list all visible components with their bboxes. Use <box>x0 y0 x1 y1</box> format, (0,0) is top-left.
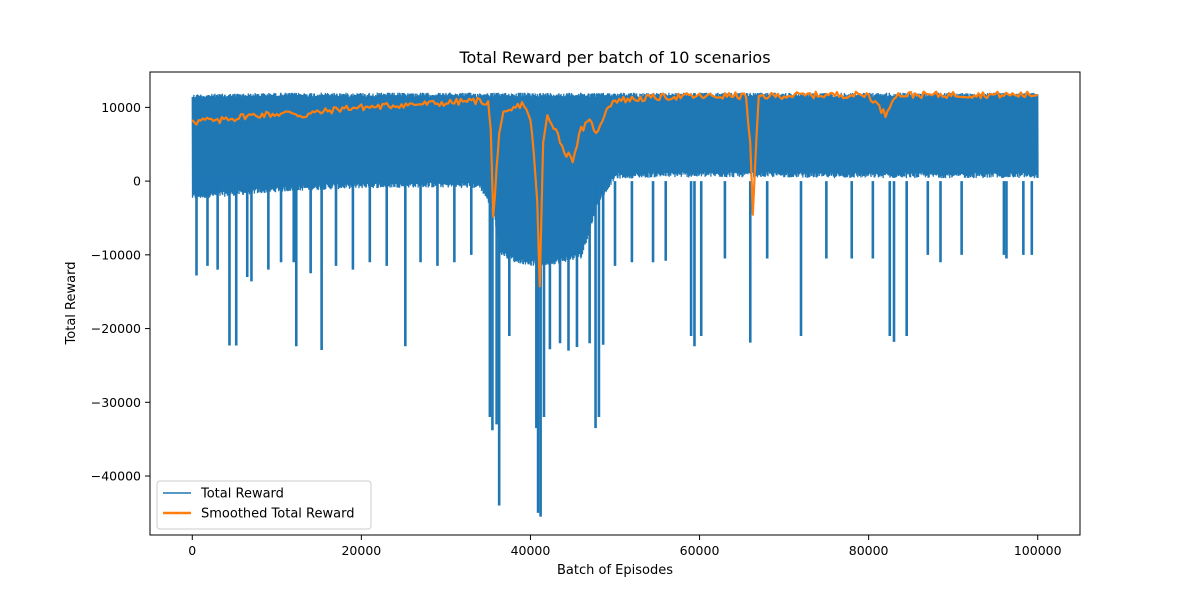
legend-label: Smoothed Total Reward <box>201 507 354 522</box>
y-tick-label: 0 <box>133 174 141 189</box>
series-total-reward <box>191 92 1039 517</box>
x-tick-label: 80000 <box>849 543 889 558</box>
x-axis-ticks: 0 20000 40000 60000 80000 100000 <box>188 535 1062 558</box>
x-axis-label: Batch of Episodes <box>557 563 673 578</box>
legend: Total Reward Smoothed Total Reward <box>156 480 372 530</box>
y-tick-label: 10000 <box>101 100 141 115</box>
plot-area <box>149 71 1081 536</box>
y-axis-ticks: −40000 −30000 −20000 −10000 0 10000 <box>91 100 150 484</box>
total-reward-line <box>191 92 1039 266</box>
chart-title: Total Reward per batch of 10 scenarios <box>458 48 770 67</box>
x-tick-label: 0 <box>188 543 196 558</box>
legend-box <box>156 480 372 530</box>
y-tick-label: −40000 <box>91 469 141 484</box>
plot-frame <box>149 71 1081 536</box>
x-tick-label: 60000 <box>680 543 720 558</box>
smoothed-total-reward-line <box>191 90 1039 288</box>
x-tick-label: 40000 <box>511 543 551 558</box>
y-tick-label: −10000 <box>91 247 141 262</box>
x-tick-label: 100000 <box>1014 543 1062 558</box>
y-tick-label: −20000 <box>91 321 141 336</box>
y-tick-label: −30000 <box>91 395 141 410</box>
x-tick-label: 20000 <box>341 543 381 558</box>
y-axis-label: Total Reward <box>64 262 79 346</box>
legend-label: Total Reward <box>200 487 284 502</box>
